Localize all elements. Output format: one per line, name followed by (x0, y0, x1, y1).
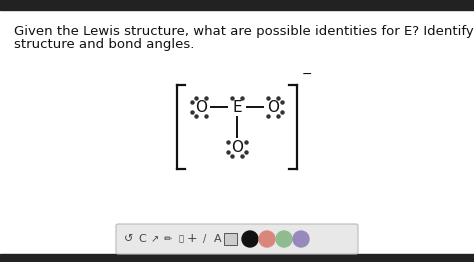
Text: A: A (214, 234, 222, 244)
Circle shape (242, 231, 258, 247)
Text: ↺: ↺ (124, 234, 134, 244)
Text: O: O (267, 100, 279, 114)
Text: ↗: ↗ (151, 234, 159, 244)
Text: +: + (187, 232, 197, 245)
Text: ⛰: ⛰ (179, 234, 183, 243)
Text: −: − (302, 68, 312, 81)
Circle shape (276, 231, 292, 247)
Text: Given the Lewis structure, what are possible identities for E? Identify the mole: Given the Lewis structure, what are poss… (14, 25, 474, 38)
Text: C: C (138, 234, 146, 244)
Circle shape (259, 231, 275, 247)
Bar (0, 254, 474, 262)
Text: structure and bond angles.: structure and bond angles. (14, 38, 194, 51)
Text: ✏: ✏ (164, 234, 172, 244)
Text: O: O (195, 100, 207, 114)
FancyBboxPatch shape (224, 233, 237, 245)
Text: E: E (232, 100, 242, 114)
Circle shape (293, 231, 309, 247)
Text: O: O (231, 139, 243, 155)
FancyBboxPatch shape (116, 224, 358, 254)
Bar (0, 0, 474, 10)
Text: /: / (203, 234, 207, 244)
